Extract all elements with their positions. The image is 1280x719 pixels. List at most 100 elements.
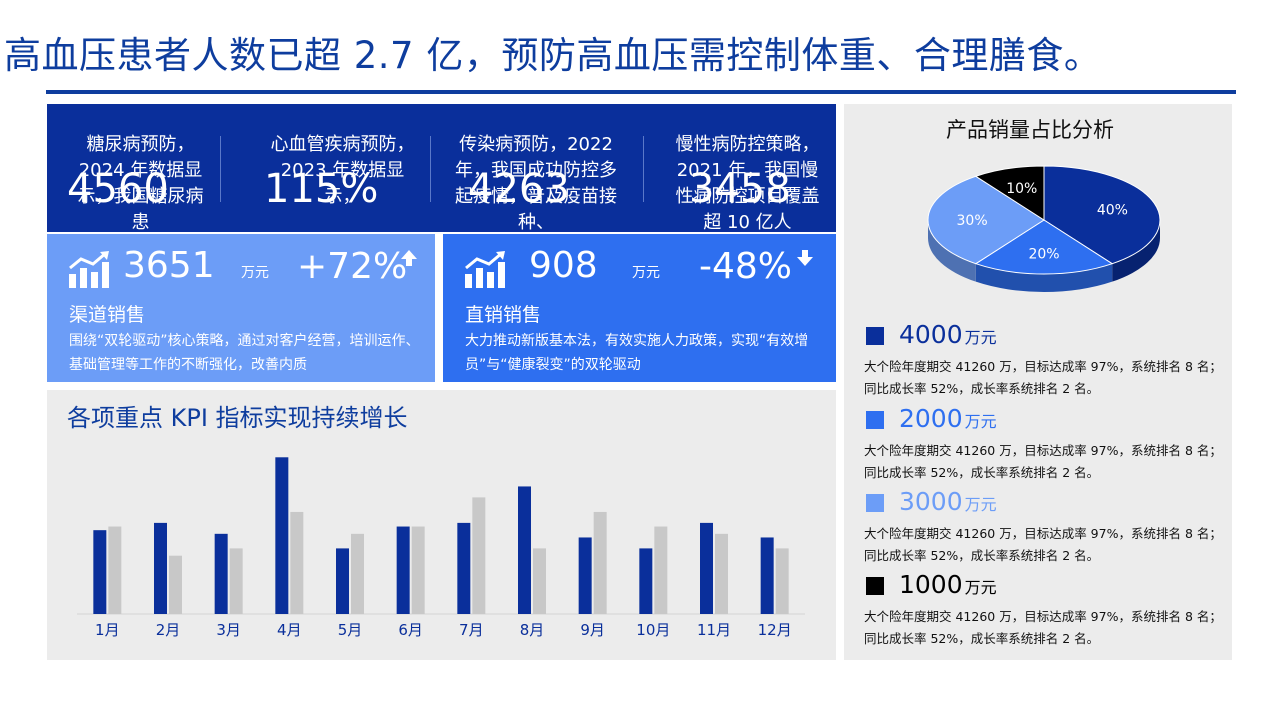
bar-1-1 <box>93 530 107 614</box>
bar-1-9 <box>578 537 592 614</box>
pie-side-2 <box>975 263 1113 292</box>
kpi-divider <box>430 136 431 202</box>
bar-2-4 <box>290 511 304 614</box>
legend-description: 大个险年度期交 41260 万，目标达成率 97%，系统排名 8 名；同比成长率… <box>864 609 1222 646</box>
bar-chart-title: 各项重点 KPI 指标实现持续增长 <box>67 404 408 432</box>
pie-side-1 <box>1112 220 1160 282</box>
pie-slice-label: 30% <box>957 213 988 229</box>
x-tick-label: 6月 <box>398 621 423 639</box>
legend-value: 2000 <box>899 404 963 433</box>
legend-value-wrap: 4000 万元 <box>899 318 997 355</box>
kpi-text: 糖尿病预防，2024 年数据显示，我国糖尿病患 <box>77 134 204 232</box>
pie-chart-title: 产品销量占比分析 <box>946 118 1114 142</box>
bar-1-8 <box>518 486 531 614</box>
card-unit: 万元 <box>241 265 269 281</box>
kpi-text: 传染病预防，2022 年，我国成功防控多起疫情，普及疫苗接种、 <box>455 134 617 232</box>
kpi-text: 慢性病防控策略，2021 年，我国慢性病防控项目覆盖超 10 亿人 <box>675 134 820 232</box>
growth-chart-icon <box>69 251 109 288</box>
legend-unit: 万元 <box>964 578 997 597</box>
legend-value-wrap: 1000 万元 <box>899 568 997 605</box>
kpi-column-4: 慢性病防控策略，2021 年，我国慢性病防控项目覆盖超 10 亿人 3458 <box>647 104 836 232</box>
direct-sales-card: 908 万元 -48% 直销销售 大力推动新版基本法，有效实施人力政策，实现“有… <box>443 234 836 382</box>
x-tick-label: 10月 <box>636 621 670 639</box>
kpi-column-2: 心血管疾病预防，2023 年数据显示， 115% <box>244 104 429 232</box>
bar-1-5 <box>336 548 349 614</box>
x-tick-label: 7月 <box>459 621 484 639</box>
legend-description: 大个险年度期交 41260 万，目标达成率 97%，系统排名 8 名；同比成长率… <box>864 443 1222 480</box>
channel-sales-card: 3651 万元 +72% 渠道销售 围绕“双轮驱动”核心策略，通过对客户经营，培… <box>47 234 435 382</box>
kpi-divider <box>643 136 644 202</box>
bar-2-5 <box>351 533 364 614</box>
legend-unit: 万元 <box>964 328 997 347</box>
pie-slice-label: 20% <box>1028 246 1059 262</box>
bar-2-8 <box>533 548 546 614</box>
card-description: 围绕“双轮驱动”核心策略，通过对客户经营，培训运作、基础管理等工作的不断强化，改… <box>69 333 420 373</box>
x-tick-label: 12月 <box>758 621 792 639</box>
kpi-column-1: 糖尿病预防，2024 年数据显示，我国糖尿病患 4560 <box>47 104 222 232</box>
pie-slice-4 <box>974 165 1045 221</box>
x-tick-label: 4月 <box>277 621 302 639</box>
legend-swatch <box>866 327 884 345</box>
kpi-band: 糖尿病预防，2024 年数据显示，我国糖尿病患 4560 心血管疾病预防，202… <box>47 104 836 232</box>
legend-value-wrap: 3000 万元 <box>899 485 997 522</box>
bar-2-7 <box>472 497 486 614</box>
legend-value-wrap: 2000 万元 <box>899 402 997 439</box>
arrow-down-icon <box>797 250 813 266</box>
legend-value: 4000 <box>899 320 963 349</box>
bar-2-1 <box>108 526 122 614</box>
bar-2-12 <box>775 548 789 614</box>
legend-value: 3000 <box>899 487 963 516</box>
legend-value: 1000 <box>899 570 963 599</box>
bar-2-6 <box>411 526 425 614</box>
title-underline <box>46 90 1236 94</box>
x-tick-label: 5月 <box>338 621 363 639</box>
kpi-value: 4263 <box>468 166 570 212</box>
bar-1-4 <box>275 457 289 614</box>
bar-2-2 <box>169 555 182 614</box>
bar-1-6 <box>396 526 410 614</box>
kpi-value: 115% <box>264 166 379 212</box>
arrow-up-icon <box>401 250 417 266</box>
card-change: -48% <box>699 246 793 287</box>
x-tick-label: 8月 <box>520 621 545 639</box>
card-description: 大力推动新版基本法，有效实施人力政策，实现“有效增员”与“健康裂变”的双轮驱动 <box>465 333 809 373</box>
pie-slice-label: 10% <box>1006 181 1037 197</box>
card-label: 直销销售 <box>465 304 542 326</box>
pie-slice-label: 40% <box>1097 203 1128 219</box>
pie-side-3 <box>928 220 976 282</box>
kpi-value: 4560 <box>67 166 169 212</box>
card-unit: 万元 <box>632 265 660 281</box>
legend-swatch <box>866 577 884 595</box>
legend-description: 大个险年度期交 41260 万，目标达成率 97%，系统排名 8 名；同比成长率… <box>864 359 1222 396</box>
pie-slice-3 <box>927 175 1045 265</box>
bar-1-7 <box>457 522 471 614</box>
bar-2-11 <box>715 533 728 614</box>
legend-swatch <box>866 411 884 429</box>
bar-1-2 <box>154 522 167 614</box>
x-tick-label: 11月 <box>697 621 731 639</box>
x-tick-label: 1月 <box>95 621 120 639</box>
kpi-bar-chart-panel: 各项重点 KPI 指标实现持续增长 1月 2月 3月 4月 5月 6月 7月 8月 9月 10月 1… <box>47 390 836 660</box>
x-tick-label: 3月 <box>216 621 241 639</box>
legend-unit: 万元 <box>964 412 997 431</box>
bar-2-9 <box>593 511 607 614</box>
legend-unit: 万元 <box>964 495 997 514</box>
legend-swatch <box>866 494 884 512</box>
bar-1-11 <box>700 522 713 614</box>
card-value: 3651 <box>123 245 215 286</box>
pie-chart: 40% 20% 30% 10% <box>927 165 1161 292</box>
growth-chart-icon <box>465 251 505 288</box>
card-change: +72% <box>297 246 408 287</box>
bar-2-3 <box>229 548 243 614</box>
kpi-value: 3458 <box>689 166 791 212</box>
kpi-divider <box>220 136 221 202</box>
card-value: 908 <box>529 245 598 286</box>
kpi-text: 心血管疾病预防，2023 年数据显示， <box>270 134 415 207</box>
card-label: 渠道销售 <box>69 304 146 326</box>
pie-slice-2 <box>974 219 1114 275</box>
page-title: 高血压患者人数已超 2.7 亿，预防高血压需控制体重、合理膳食。 <box>4 34 1102 77</box>
bar-1-12 <box>760 537 774 614</box>
bar-1-3 <box>214 533 228 614</box>
x-tick-label: 9月 <box>580 621 605 639</box>
x-tick-label: 2月 <box>156 621 181 639</box>
